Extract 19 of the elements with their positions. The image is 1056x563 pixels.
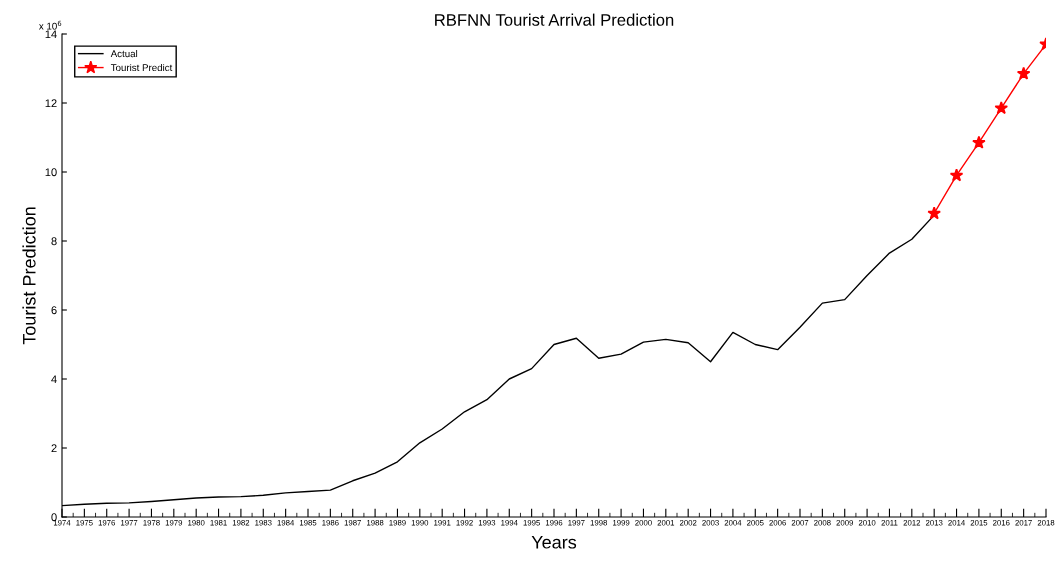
legend-label: Actual — [110, 50, 138, 58]
y-tick-label: 12 — [45, 99, 57, 108]
y-tick-label: 14 — [45, 30, 57, 39]
point — [1016, 66, 1031, 80]
point — [994, 101, 1009, 115]
text: x 10$^{6}$ — [38, 20, 62, 30]
point — [949, 168, 964, 182]
y-tick-label: 0 — [51, 513, 57, 522]
point — [972, 135, 986, 149]
chart-title: RBFNN Tourist Arrival Prediction — [435, 13, 674, 26]
y-tick-label: 6 — [51, 306, 57, 315]
y-tick-label: 8 — [51, 237, 57, 246]
y-tick-label: 10 — [45, 168, 57, 177]
point — [927, 206, 941, 220]
y-tick-label: 2 — [51, 444, 57, 453]
y-tick-label: 4 — [51, 375, 57, 384]
x-axis-title: Years — [531, 536, 577, 549]
legend-label: Tourist Predict — [110, 63, 173, 72]
y-axis-title: Tourist Prediction — [22, 207, 36, 345]
